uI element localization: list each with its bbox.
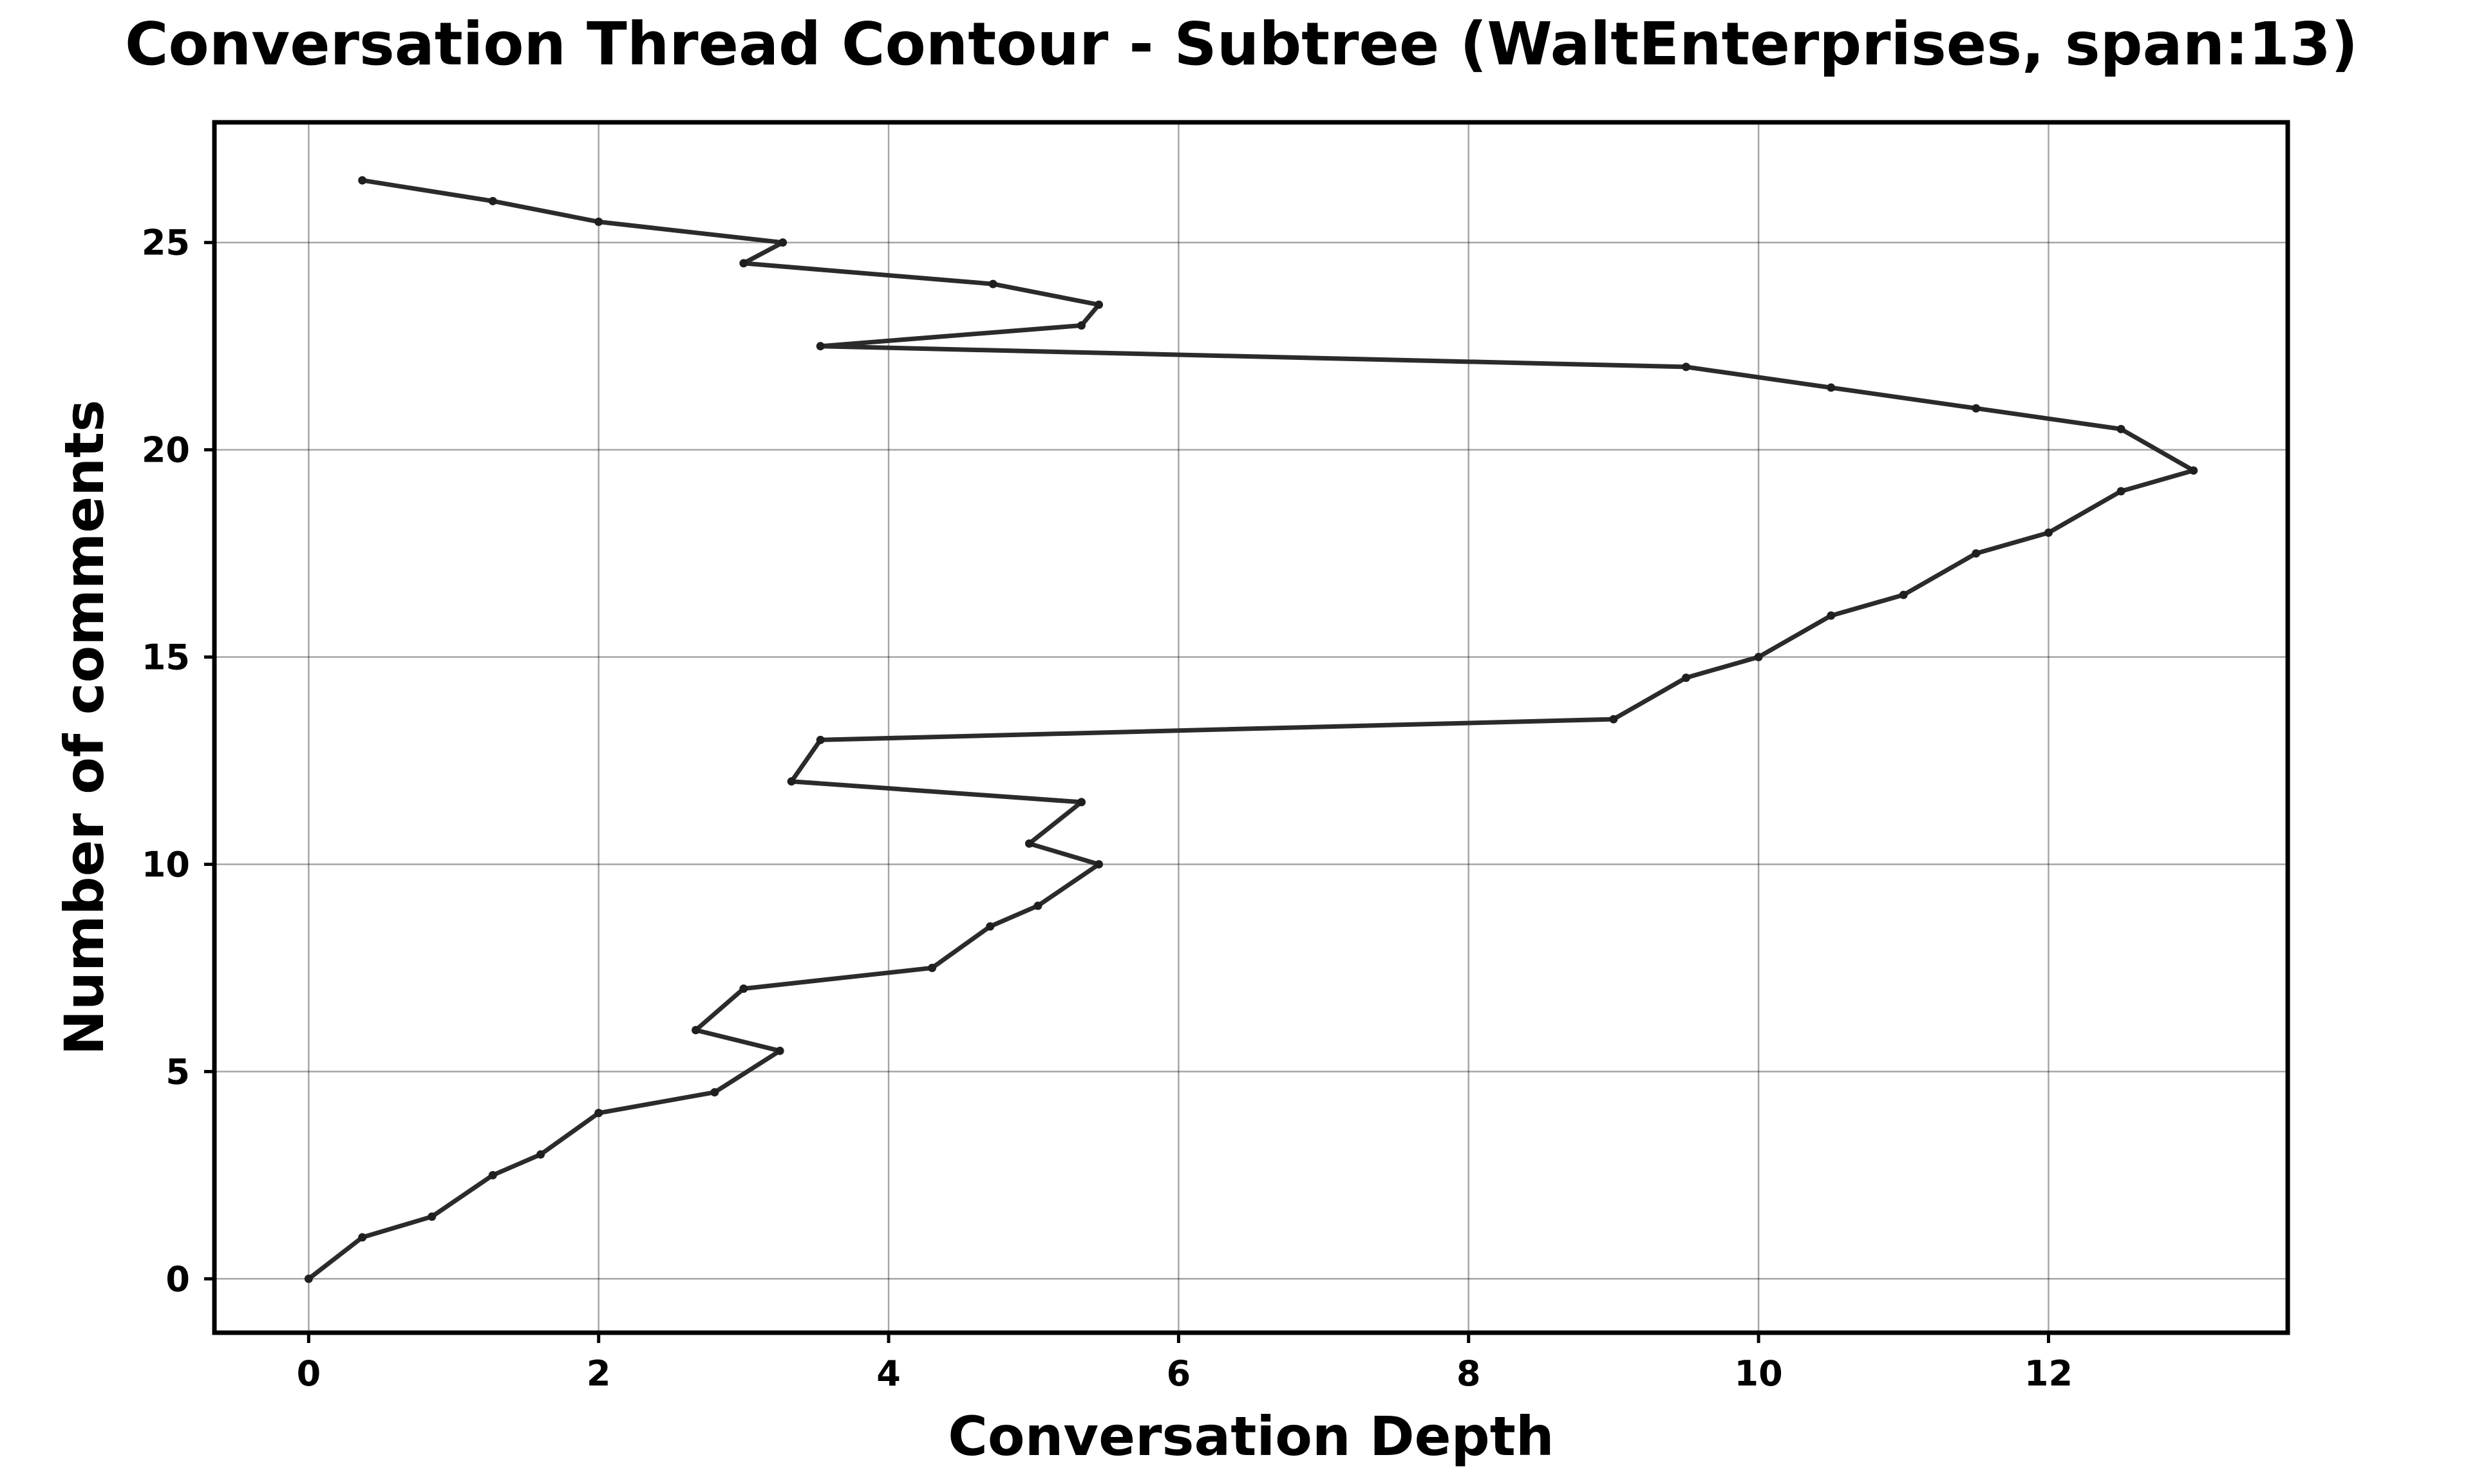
data-point bbox=[778, 238, 787, 247]
y-axis-label: Number of comments bbox=[53, 400, 116, 1055]
data-point bbox=[986, 922, 995, 931]
data-point bbox=[1609, 715, 1618, 724]
data-point bbox=[787, 777, 796, 786]
data-point bbox=[594, 1109, 603, 1118]
data-point bbox=[1899, 590, 1908, 599]
data-point bbox=[1972, 404, 1981, 413]
data-point bbox=[1827, 611, 1836, 620]
data-point bbox=[692, 1026, 701, 1035]
data-point bbox=[816, 342, 825, 351]
x-tick-label: 8 bbox=[1456, 1353, 1481, 1394]
data-point bbox=[988, 279, 997, 288]
data-point bbox=[739, 259, 748, 268]
y-tick-label: 25 bbox=[142, 223, 190, 263]
data-point bbox=[1033, 901, 1042, 910]
data-point bbox=[428, 1212, 437, 1221]
data-point bbox=[2116, 487, 2125, 496]
data-point bbox=[1077, 798, 1086, 807]
grid bbox=[214, 122, 2288, 1333]
data-point bbox=[358, 176, 367, 185]
data-point bbox=[2189, 466, 2198, 475]
data-point bbox=[594, 218, 603, 227]
data-point bbox=[2116, 424, 2125, 433]
chart-title: Conversation Thread Contour - Subtree (W… bbox=[125, 10, 2358, 79]
data-point bbox=[358, 1233, 367, 1242]
data-point bbox=[816, 735, 825, 744]
data-point bbox=[1095, 300, 1104, 309]
data-point bbox=[2044, 528, 2053, 537]
data-point bbox=[1024, 839, 1033, 848]
data-point bbox=[1682, 673, 1691, 682]
data-point bbox=[775, 1046, 784, 1055]
data-point bbox=[1754, 653, 1763, 662]
data-point bbox=[710, 1088, 719, 1097]
y-tick-label: 0 bbox=[165, 1259, 190, 1299]
x-tick-label: 12 bbox=[2024, 1353, 2073, 1394]
y-tick-label: 15 bbox=[142, 637, 190, 678]
x-tick-label: 6 bbox=[1167, 1353, 1191, 1394]
y-tick-label: 5 bbox=[165, 1051, 190, 1092]
series-layer bbox=[304, 176, 2198, 1283]
data-point bbox=[1682, 362, 1691, 371]
x-axis: 0 2 4 6 8 10 12 bbox=[297, 1333, 2073, 1394]
x-tick-label: 2 bbox=[587, 1353, 611, 1394]
x-tick-label: 0 bbox=[297, 1353, 321, 1394]
data-point bbox=[488, 196, 497, 205]
x-tick-label: 10 bbox=[1735, 1353, 1783, 1394]
y-tick-label: 10 bbox=[142, 844, 190, 885]
data-point bbox=[304, 1274, 313, 1283]
series-line bbox=[306, 178, 2196, 1281]
data-point bbox=[928, 963, 937, 972]
data-point bbox=[488, 1170, 497, 1179]
x-tick-label: 4 bbox=[876, 1353, 901, 1394]
data-point bbox=[536, 1150, 545, 1159]
y-axis: 0 5 10 15 20 25 bbox=[142, 223, 214, 1299]
plot-frame bbox=[212, 120, 2290, 1335]
y-tick-label: 20 bbox=[142, 430, 190, 471]
data-point bbox=[739, 984, 748, 993]
data-point bbox=[1972, 549, 1981, 558]
data-point bbox=[1077, 321, 1086, 330]
data-point bbox=[1827, 383, 1836, 392]
data-point bbox=[1095, 859, 1104, 869]
x-axis-label: Conversation Depth bbox=[948, 1405, 1554, 1468]
